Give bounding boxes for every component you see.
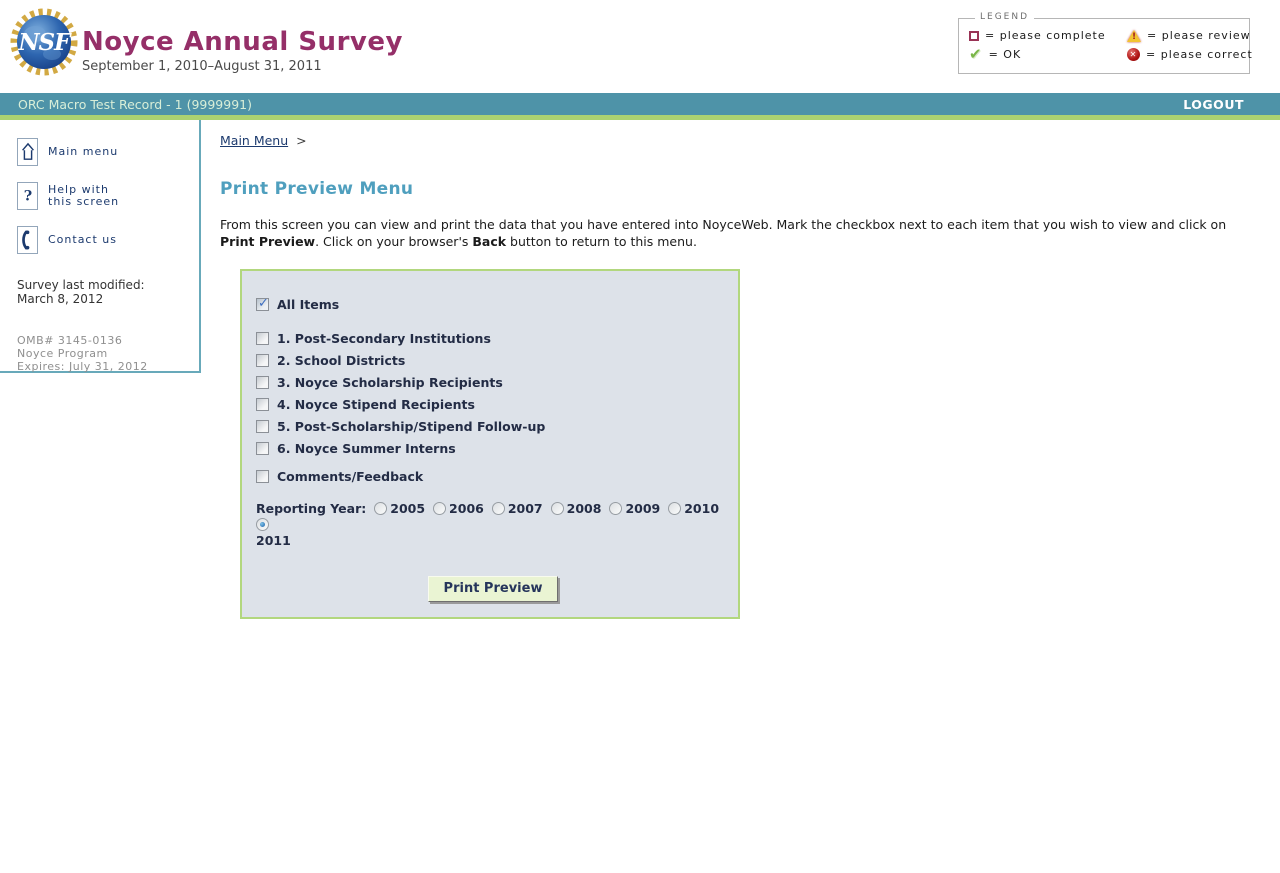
print-preview-button[interactable]: Print Preview	[427, 576, 559, 602]
last-modified-date: March 8, 2012	[17, 292, 104, 306]
radio-2005-label[interactable]: 2005	[390, 501, 426, 516]
sidebar-help-label: Help with this screen	[48, 183, 120, 208]
sidebar-item-contact[interactable]: Contact us	[17, 226, 189, 254]
home-icon	[17, 138, 38, 166]
phone-icon	[17, 226, 38, 254]
item-row-4: 4. Noyce Stipend Recipients	[256, 397, 730, 412]
comments-label[interactable]: Comments/Feedback	[277, 469, 424, 484]
radio-2011[interactable]	[256, 518, 269, 531]
intro-text: From this screen you can view and print …	[220, 216, 1252, 250]
green-divider	[0, 115, 1280, 120]
legend-complete-label: = please complete	[985, 29, 1106, 42]
item-row-3: 3. Noyce Scholarship Recipients	[256, 375, 730, 390]
breadcrumb-separator: >	[296, 133, 307, 148]
intro-part2: . Click on your browser's	[315, 234, 473, 249]
comments-checkbox[interactable]	[256, 470, 269, 483]
svg-text:?: ?	[23, 188, 31, 205]
error-circle-icon	[1127, 48, 1140, 61]
radio-2010[interactable]	[668, 502, 682, 515]
item-3-checkbox[interactable]	[256, 376, 269, 389]
radio-2005[interactable]	[374, 502, 388, 515]
main-content: Main Menu > Print Preview Menu From this…	[220, 120, 1260, 619]
item-6-checkbox[interactable]	[256, 442, 269, 455]
item-4-label[interactable]: 4. Noyce Stipend Recipients	[277, 397, 475, 412]
legend-item-correct: = please correct	[1127, 48, 1253, 61]
svg-text:NSF: NSF	[18, 29, 73, 56]
ok-check-icon: ✔	[969, 45, 983, 63]
warning-triangle-icon	[1127, 29, 1141, 42]
legend-fieldset: LEGEND = please complete = please review…	[958, 12, 1252, 74]
item-5-label[interactable]: 5. Post-Scholarship/Stipend Follow-up	[277, 419, 546, 434]
radio-2006[interactable]	[433, 502, 447, 515]
app-title: Noyce Annual Survey	[82, 27, 403, 57]
legend-review-label: = please review	[1147, 29, 1251, 42]
radio-2006-label[interactable]: 2006	[449, 501, 484, 516]
help-icon: ?	[17, 182, 38, 210]
all-items-row: All Items	[256, 296, 730, 312]
sidebar-item-help[interactable]: ? Help with this screen	[17, 182, 189, 210]
item-1-label[interactable]: 1. Post-Secondary Institutions	[277, 331, 491, 346]
radio-2008-label[interactable]: 2008	[566, 501, 602, 516]
item-3-label[interactable]: 3. Noyce Scholarship Recipients	[277, 375, 503, 390]
breadcrumb-main-menu-link[interactable]: Main Menu	[220, 133, 289, 148]
page-header: NSF Noyce Annual Survey September 1, 201…	[0, 0, 1280, 93]
radio-2007[interactable]	[491, 502, 505, 515]
logout-link[interactable]: LOGOUT	[1183, 96, 1244, 112]
intro-part1: From this screen you can view and print …	[220, 217, 1227, 232]
sidebar: Main menu ? Help with this screen Contac…	[0, 120, 201, 373]
item-4-checkbox[interactable]	[256, 398, 269, 411]
radio-2009-label[interactable]: 2009	[625, 501, 661, 516]
omb-block: OMB# 3145-0136 Noyce Program Expires: Ju…	[17, 334, 189, 373]
radio-2010-label[interactable]: 2010	[684, 501, 720, 516]
reporting-year-row: Reporting Year: 2005 2006 2007 2008 2009 2010 …	[256, 501, 730, 549]
comments-row: Comments/Feedback	[256, 469, 730, 484]
reporting-year-label: Reporting Year:	[256, 501, 367, 516]
brand-block: Noyce Annual Survey September 1, 2010–Au…	[82, 27, 403, 74]
item-row-5: 5. Post-Scholarship/Stipend Follow-up	[256, 419, 730, 434]
legend-title: LEGEND	[975, 12, 1035, 22]
legend-item-review: = please review	[1127, 29, 1253, 42]
item-5-checkbox[interactable]	[256, 420, 269, 433]
omb-number: OMB# 3145-0136	[17, 334, 123, 347]
item-2-label[interactable]: 2. School Districts	[277, 353, 406, 368]
record-title: ORC Macro Test Record - 1 (9999991)	[18, 96, 252, 112]
radio-2011-label[interactable]: 2011	[256, 533, 291, 548]
breadcrumb: Main Menu >	[220, 133, 1260, 148]
print-preview-panel: All Items 1. Post-Secondary Institutions…	[240, 269, 740, 619]
sidebar-contact-label: Contact us	[48, 233, 117, 246]
survey-last-modified: Survey last modified: March 8, 2012	[17, 278, 189, 306]
radio-2008[interactable]	[550, 502, 564, 515]
nsf-logo: NSF	[10, 8, 78, 76]
item-row-1: 1. Post-Secondary Institutions	[256, 331, 730, 346]
item-1-checkbox[interactable]	[256, 332, 269, 345]
item-row-2: 2. School Districts	[256, 353, 730, 368]
legend-item-complete: = please complete	[969, 29, 1127, 42]
please-complete-icon	[969, 30, 979, 41]
legend-ok-label: = OK	[988, 48, 1022, 61]
legend-item-ok: ✔ = OK	[969, 45, 1127, 63]
intro-bold-print-preview: Print Preview	[220, 234, 316, 249]
intro-bold-back: Back	[472, 234, 507, 249]
all-items-label[interactable]: All Items	[277, 297, 340, 312]
radio-2009[interactable]	[609, 502, 623, 515]
item-2-checkbox[interactable]	[256, 354, 269, 367]
last-modified-label: Survey last modified:	[17, 278, 145, 292]
nsf-logo-icon: NSF	[10, 8, 78, 76]
program-name: Noyce Program	[17, 347, 108, 360]
all-items-checkbox[interactable]	[256, 296, 269, 311]
sidebar-main-menu-label: Main menu	[48, 145, 119, 158]
page-title: Print Preview Menu	[220, 179, 414, 199]
button-row: Print Preview	[256, 576, 730, 602]
record-bar: ORC Macro Test Record - 1 (9999991) LOGO…	[0, 93, 1280, 115]
omb-expires: Expires: July 31, 2012	[17, 360, 148, 373]
survey-period: September 1, 2010–August 31, 2011	[82, 59, 322, 74]
sidebar-item-main-menu[interactable]: Main menu	[17, 138, 189, 166]
legend-grid: = please complete = please review ✔ = OK…	[969, 29, 1252, 63]
item-6-label[interactable]: 6. Noyce Summer Interns	[277, 441, 456, 456]
radio-2007-label[interactable]: 2007	[507, 501, 543, 516]
intro-part3: button to return to this menu.	[506, 234, 697, 249]
item-row-6: 6. Noyce Summer Interns	[256, 441, 730, 456]
legend-correct-label: = please correct	[1146, 48, 1253, 61]
